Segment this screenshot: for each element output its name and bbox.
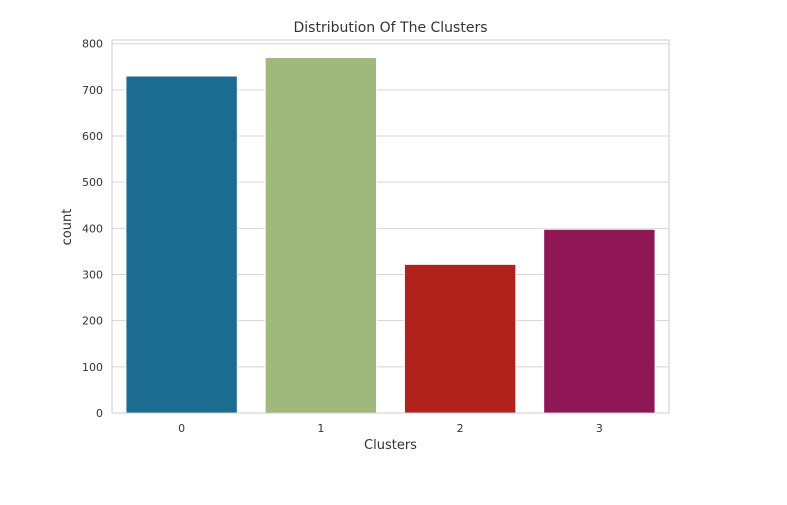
bar-cluster-0 — [125, 75, 238, 414]
y-tick-label: 600 — [82, 130, 103, 143]
y-tick-label: 300 — [82, 269, 103, 282]
bar-cluster-3 — [543, 228, 656, 414]
plot-frame — [111, 39, 670, 414]
y-tick-label: 0 — [96, 407, 103, 420]
bar-cluster-1 — [264, 57, 378, 414]
y-tick-label: 800 — [82, 38, 103, 51]
x-axis-label: Clusters — [364, 438, 417, 453]
x-tick-label: 2 — [457, 422, 464, 435]
y-tick-label: 100 — [82, 361, 103, 374]
y-tick-label: 500 — [82, 176, 103, 189]
x-tick-label: 0 — [178, 422, 185, 435]
y-tick-label: 400 — [82, 222, 103, 235]
bar-cluster-2 — [403, 263, 517, 414]
chart-title: Distribution Of The Clusters — [294, 20, 488, 36]
y-tick-label: 700 — [82, 84, 103, 97]
y-axis-label: count — [60, 209, 75, 246]
x-tick-label: 1 — [317, 422, 324, 435]
x-tick-label: 3 — [596, 422, 603, 435]
bars — [125, 57, 656, 414]
y-tick-labels: 0 100 200 300 400 500 600 700 800 — [82, 38, 103, 420]
x-tick-labels: 0 1 2 3 — [178, 422, 603, 435]
y-tick-label: 200 — [82, 315, 103, 328]
